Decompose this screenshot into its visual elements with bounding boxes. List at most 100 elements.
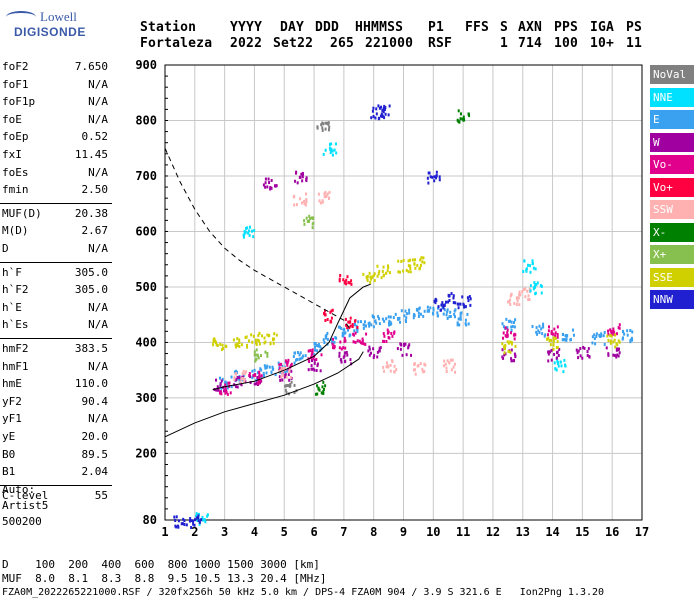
scatter-point-w <box>501 348 504 352</box>
scatter-point-vo <box>307 349 310 353</box>
scatter-point-sse <box>385 271 388 275</box>
scatter-point-w <box>576 351 579 355</box>
scatter-point-ssw <box>509 302 512 306</box>
scatter-point-ssw <box>293 194 296 198</box>
scatter-point-nne <box>536 281 539 285</box>
scatter-point-sse <box>503 347 506 351</box>
scatter-point-w <box>582 345 585 349</box>
header-label-7: S <box>500 20 509 35</box>
scatter-point-e <box>572 333 575 337</box>
param-name: M(D) <box>2 224 29 238</box>
scatter-point-nne <box>331 153 334 157</box>
y-tick-label: 80 <box>143 513 157 527</box>
header-value-8: 714 <box>518 36 543 51</box>
scatter-point-w <box>618 347 621 351</box>
param-row: M(D) 2.67 <box>2 224 108 238</box>
scatter-point-nne <box>330 147 333 151</box>
scatter-point-sse <box>212 343 215 347</box>
scatter-point-vo <box>339 274 342 278</box>
scatter-point-e <box>296 351 299 355</box>
scatter-point-e <box>265 366 268 370</box>
param-row: h`Es N/A <box>2 318 108 332</box>
scatter-point-ssw <box>317 192 320 196</box>
scatter-point-nnw <box>431 175 434 179</box>
scatter-point-noval <box>284 388 287 392</box>
scatter-point-sse <box>369 275 372 279</box>
scatter-point-nne <box>529 289 532 293</box>
scatter-point-e <box>432 306 435 310</box>
scatter-point-vo <box>311 348 314 352</box>
scatter-point-nne <box>522 269 525 273</box>
scatter-point-e <box>218 376 221 380</box>
scatter-point-vo <box>315 357 318 361</box>
scatter-point-ssw <box>304 203 307 207</box>
scatter-point-vo <box>502 331 505 335</box>
scatter-point-vo <box>344 317 347 321</box>
scatter-point-nne <box>243 229 246 233</box>
scatter-point-ssw <box>516 299 519 303</box>
scatter-point-vo <box>509 331 512 335</box>
scatter-point-vo <box>354 319 357 323</box>
scatter-point-e <box>445 313 448 317</box>
scatter-point-vo <box>259 378 262 382</box>
scatter-point-e <box>262 371 265 375</box>
scatter-point-sse <box>366 277 369 281</box>
param-row: MUF(D) 20.38 <box>2 207 108 221</box>
scatter-point-e <box>432 308 435 312</box>
scatter-point-vo <box>224 388 227 392</box>
scatter-point-e <box>353 323 356 327</box>
scatter-point-nne <box>246 226 249 230</box>
scatter-point-sse <box>414 266 417 270</box>
scatter-point-e <box>399 320 402 324</box>
scatter-point-vo <box>227 381 230 385</box>
scatter-point-nne <box>555 368 558 372</box>
scatter-point-e <box>602 334 605 338</box>
scatter-point-nnw <box>429 175 432 179</box>
param-name: yF1 <box>2 412 22 426</box>
scatter-point-vo <box>612 327 615 331</box>
scatter-point-w <box>339 358 342 362</box>
scatter-point-ssw <box>417 363 420 367</box>
scatter-point-x <box>321 385 324 389</box>
scatter-point-e <box>459 314 462 318</box>
scatter-point-nnw <box>380 112 383 116</box>
scatter-point-sse <box>502 345 505 349</box>
scatter-point-sse <box>212 340 215 344</box>
scatter-point-nnw <box>448 298 451 302</box>
footer-muf-row: MUF 8.0 8.1 8.3 8.8 9.5 10.5 13.3 20.4 [… <box>2 572 327 585</box>
scatter-point-sse <box>267 334 270 338</box>
scatter-point-nnw <box>372 106 375 110</box>
scatter-point-vo <box>382 339 385 343</box>
scatter-point-ssw <box>448 361 451 365</box>
scatter-point-nne <box>554 367 557 371</box>
scatter-point-w <box>301 172 304 176</box>
scatter-point-vo <box>310 354 313 358</box>
footer-muf-values: 8.0 8.1 8.3 8.8 9.5 10.5 13.3 20.4 [MHz] <box>35 572 327 585</box>
scatter-point-nne <box>195 512 198 516</box>
scatter-point-e <box>540 327 543 331</box>
scatter-point-vo <box>383 334 386 338</box>
scatter-point-vo <box>607 332 610 336</box>
scatter-point-w <box>557 353 560 357</box>
x-tick-label: 1 <box>161 525 168 539</box>
header-value-5: RSF <box>428 36 453 51</box>
scatter-point-w <box>378 346 381 350</box>
scatter-point-vo <box>351 325 354 329</box>
scatter-point-nne <box>242 233 245 237</box>
header-label-11: PS <box>626 20 643 35</box>
scatter-point-e <box>459 317 462 321</box>
scatter-point-nne <box>250 229 253 233</box>
scatter-point-e <box>388 323 391 327</box>
scatter-point-ssw <box>385 361 388 365</box>
scatter-point-nnw <box>383 116 386 120</box>
scatter-point-vo <box>554 331 557 335</box>
scatter-point-sse <box>546 337 549 341</box>
x-tick-label: 6 <box>310 525 317 539</box>
scatter-point-vo <box>326 318 329 322</box>
legend-item-sse: SSE <box>650 267 694 287</box>
scatter-point-e <box>537 329 540 333</box>
scatter-point-ssw <box>300 201 303 205</box>
scatter-point-nnw <box>371 109 374 113</box>
scatter-point-vo <box>356 325 359 329</box>
scatter-point-nnw <box>435 176 438 180</box>
